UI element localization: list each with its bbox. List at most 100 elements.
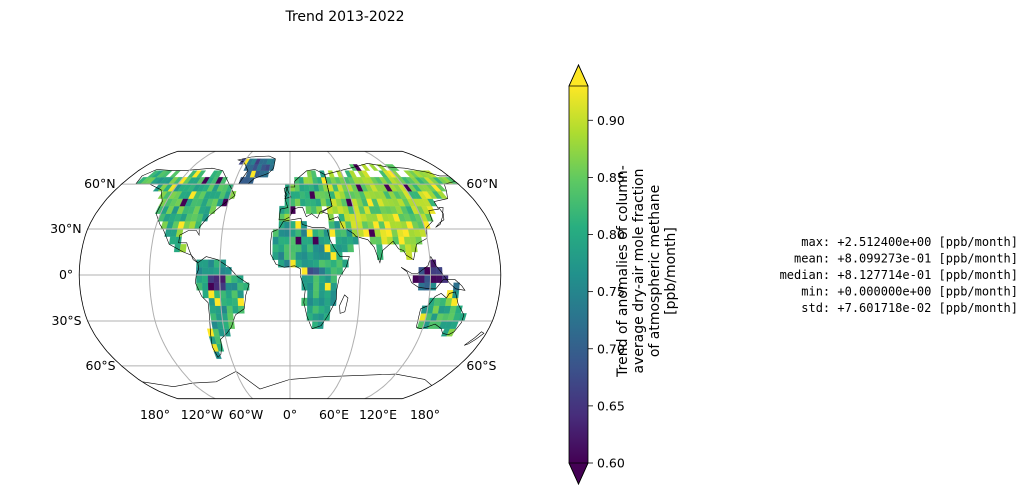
data-cell	[284, 251, 291, 260]
lat-tick-label: 0°	[59, 267, 73, 282]
data-cell	[219, 290, 227, 299]
data-cell	[330, 267, 337, 276]
data-cell	[169, 236, 177, 245]
data-cell	[278, 244, 285, 253]
coastline	[237, 155, 276, 185]
data-cell	[284, 244, 291, 253]
data-cell	[173, 244, 181, 253]
data-cell	[225, 290, 233, 299]
data-cell	[346, 236, 354, 245]
data-cell	[319, 170, 326, 178]
data-cell	[319, 267, 326, 276]
data-cell	[352, 164, 362, 171]
data-cell	[213, 282, 221, 291]
data-cell	[307, 244, 314, 253]
coastline	[142, 371, 433, 390]
data-cell	[202, 267, 209, 276]
data-cell	[232, 305, 239, 314]
data-cell	[418, 274, 425, 283]
stat-line: mean: +8.099273e-01 [ppb/month]	[794, 252, 1018, 266]
data-cell	[304, 191, 311, 199]
data-cell	[313, 274, 320, 283]
data-cell	[284, 236, 291, 245]
data-cell	[207, 267, 215, 276]
statistics-box: max: +2.512400e+00 [ppb/month] mean: +8.0…	[780, 235, 1018, 315]
lat-tick-label: 60°N	[466, 176, 498, 191]
data-cell	[313, 259, 320, 268]
data-cell	[295, 221, 302, 230]
coastline	[415, 291, 465, 336]
gridline-lon	[149, 151, 216, 399]
data-cell	[306, 228, 313, 237]
data-cell	[310, 205, 318, 214]
latitude-labels: 60°N 30°N 0° 30°S 60°S 60°N 60°S	[50, 176, 498, 373]
data-cell	[272, 251, 279, 260]
stat-line: max: +2.512400e+00 [ppb/month]	[801, 235, 1018, 249]
data-cell	[228, 320, 235, 329]
data-cell	[278, 236, 285, 245]
lon-tick-label: 180°	[410, 407, 440, 422]
data-cell	[324, 282, 332, 291]
data-cell	[392, 236, 400, 245]
data-cell	[208, 290, 215, 299]
chart-title: Trend 2013-2022	[284, 9, 404, 25]
data-cell	[295, 228, 302, 237]
data-cell	[210, 313, 218, 322]
data-cell	[272, 236, 279, 245]
data-cell	[231, 274, 238, 283]
data-cell	[318, 305, 325, 314]
lon-tick-label: 0°	[283, 407, 297, 422]
data-cell	[289, 251, 296, 260]
data-cell	[289, 228, 296, 237]
data-cell	[219, 259, 227, 268]
data-cell	[299, 191, 306, 199]
colorbar-label-line: Trend of anomalies of column-	[615, 165, 631, 378]
data-cell	[295, 259, 302, 268]
lon-tick-label: 120°E	[359, 407, 397, 422]
colorbar-ticks: 0.60 0.65 0.70 0.75 0.80 0.85 0.90	[588, 113, 625, 471]
lon-tick-label: 120°W	[181, 407, 223, 422]
data-cell	[429, 282, 437, 291]
data-cell	[348, 170, 357, 178]
data-cell	[340, 228, 348, 237]
data-cell	[376, 244, 383, 253]
data-cell	[208, 297, 216, 306]
colorbar-label: Trend of anomalies of column-average dry…	[615, 165, 679, 378]
data-cell	[312, 244, 320, 253]
data-cell	[237, 297, 245, 306]
data-cell	[295, 244, 302, 253]
colorbar-tick-label: 0.65	[597, 398, 625, 413]
colorbar-tick-label: 0.90	[597, 113, 625, 128]
data-cell	[301, 228, 308, 237]
data-cell	[335, 236, 342, 245]
data-cell	[324, 244, 331, 253]
data-cell	[313, 267, 320, 276]
colorbar-label-line: [ppb/month]	[663, 227, 679, 315]
gridline-lon	[219, 151, 253, 399]
data-cell	[310, 170, 317, 178]
data-cell	[207, 282, 215, 291]
data-cell	[398, 236, 406, 245]
data-cell	[324, 290, 331, 299]
data-cell	[305, 198, 312, 207]
map-axes: 60°N 30°N 0° 30°S 60°S 60°N 60°S 180° 120°W 60°W…	[50, 150, 502, 422]
data-cell	[330, 259, 337, 268]
data-cell	[289, 244, 296, 253]
data-cell	[330, 251, 337, 260]
data-cell	[294, 191, 301, 199]
coastline	[135, 167, 236, 263]
data-cell	[202, 274, 209, 283]
data-cell	[174, 236, 182, 245]
data-cell	[272, 244, 279, 253]
coastline	[339, 294, 349, 314]
data-cell	[219, 267, 226, 276]
data-cell	[376, 251, 384, 260]
colorbar-label-line: average dry-air mole fraction	[631, 168, 647, 373]
data-cell	[213, 274, 220, 283]
data-cell	[284, 205, 291, 214]
data-cell	[307, 251, 314, 260]
data-cell	[196, 267, 203, 276]
data-cell	[227, 313, 234, 322]
data-cell	[423, 282, 431, 291]
data-cell	[317, 313, 325, 322]
